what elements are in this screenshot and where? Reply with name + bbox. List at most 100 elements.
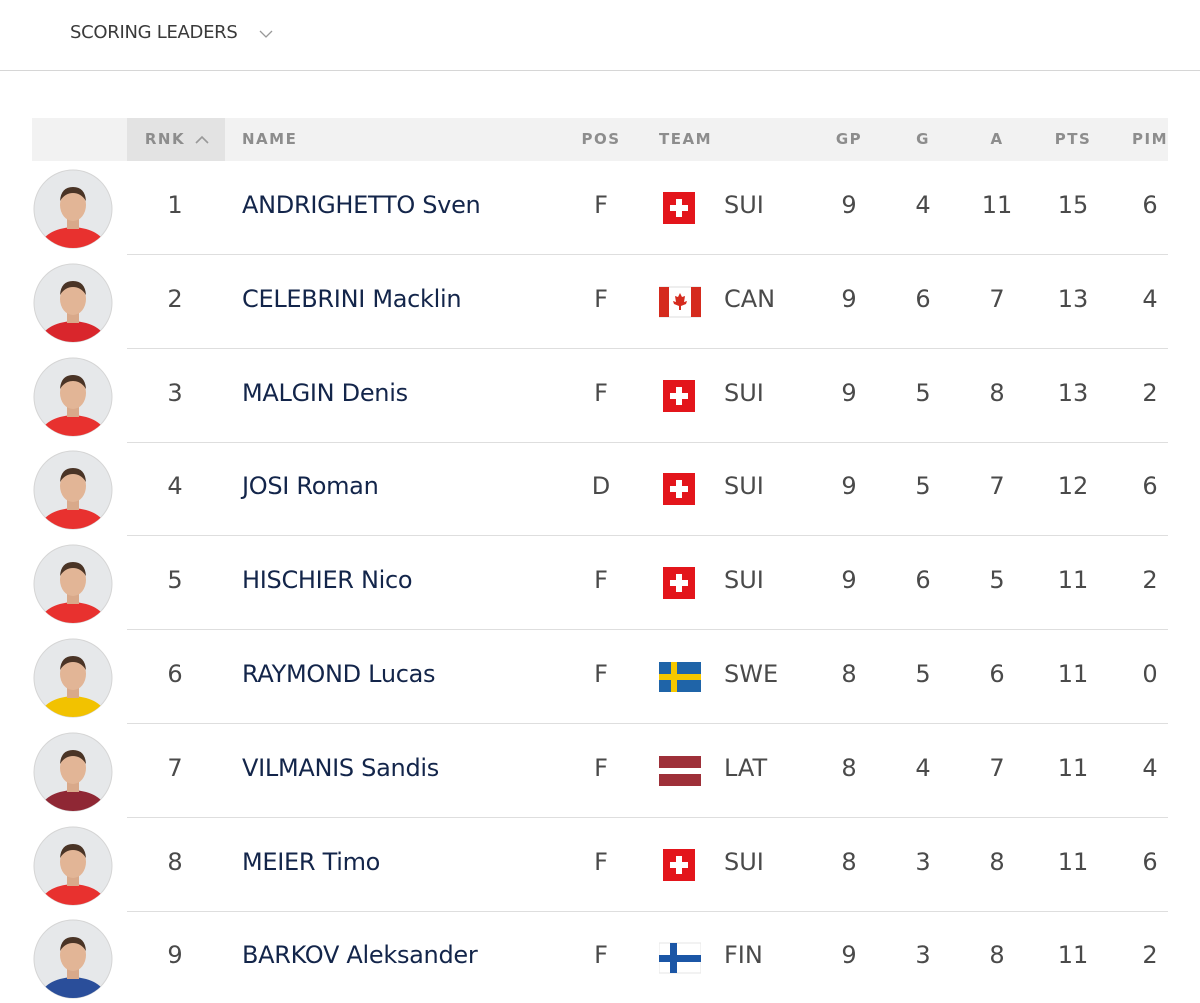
pim-cell: 2 bbox=[1142, 566, 1158, 595]
section-title[interactable]: SCORING LEADERS bbox=[70, 22, 238, 43]
table-row: 9 BARKOV Aleksander F FIN 9 3 8 11 2 bbox=[32, 911, 1168, 1003]
pos-cell: F bbox=[594, 378, 608, 407]
column-header[interactable]: NAME bbox=[242, 130, 298, 148]
pos-cell: F bbox=[594, 660, 608, 688]
gp-cell: 8 bbox=[841, 660, 857, 688]
team-flag bbox=[663, 848, 695, 881]
team-cell[interactable]: SUI bbox=[724, 847, 764, 876]
player-name[interactable]: ANDRIGHETTO Sven bbox=[242, 191, 481, 219]
table-row: 8 MEIER Timo F SUI 8 3 8 11 6 bbox=[32, 818, 1168, 912]
top-bar: SCORING LEADERS bbox=[0, 0, 1200, 71]
rank-cell: 2 bbox=[167, 284, 183, 313]
row-separator bbox=[127, 535, 1168, 537]
a-cell: 8 bbox=[989, 941, 1005, 970]
rank-cell: 5 bbox=[167, 566, 183, 595]
pts-cell: 13 bbox=[1057, 378, 1089, 407]
rank-cell: 6 bbox=[167, 660, 183, 688]
team-cell[interactable]: SUI bbox=[724, 472, 764, 501]
pos-cell: F bbox=[594, 566, 608, 595]
table-row: 7 VILMANIS Sandis F LAT 8 4 7 11 4 bbox=[32, 724, 1168, 818]
player-photo bbox=[33, 263, 113, 343]
pim-cell: 4 bbox=[1142, 284, 1158, 313]
table-header: RNK NAME POS TEAM GP G A PTS PIM bbox=[32, 118, 1168, 161]
column-header[interactable]: G bbox=[916, 130, 930, 148]
a-cell: 11 bbox=[981, 191, 1013, 219]
a-cell: 8 bbox=[989, 378, 1005, 407]
rank-cell: 9 bbox=[167, 941, 183, 970]
a-cell: 7 bbox=[989, 284, 1005, 313]
team-cell[interactable]: SWE bbox=[724, 660, 779, 688]
g-cell: 6 bbox=[915, 284, 931, 313]
gp-cell: 9 bbox=[841, 472, 857, 501]
g-cell: 3 bbox=[915, 847, 931, 876]
player-name[interactable]: MALGIN Denis bbox=[242, 378, 408, 407]
row-separator bbox=[127, 629, 1168, 631]
column-header[interactable]: TEAM bbox=[659, 130, 713, 148]
player-photo bbox=[33, 450, 113, 530]
rank-cell: 7 bbox=[167, 753, 183, 782]
g-cell: 4 bbox=[915, 753, 931, 782]
gp-cell: 9 bbox=[841, 941, 857, 970]
pim-cell: 2 bbox=[1142, 378, 1158, 407]
sort-icon[interactable] bbox=[193, 133, 213, 145]
pts-cell: 13 bbox=[1057, 284, 1089, 313]
a-cell: 7 bbox=[989, 753, 1005, 782]
team-flag bbox=[659, 286, 701, 318]
pim-cell: 2 bbox=[1142, 941, 1158, 970]
player-photo bbox=[33, 544, 113, 624]
column-header[interactable]: POS bbox=[581, 130, 621, 148]
sorted-column-bg bbox=[127, 118, 225, 161]
pts-cell: 11 bbox=[1057, 941, 1089, 970]
pim-cell: 0 bbox=[1142, 660, 1158, 688]
player-name[interactable]: BARKOV Aleksander bbox=[242, 941, 478, 970]
player-name[interactable]: JOSI Roman bbox=[242, 472, 379, 501]
player-name[interactable]: RAYMOND Lucas bbox=[242, 660, 436, 688]
pos-cell: F bbox=[594, 847, 608, 876]
table-row: 6 RAYMOND Lucas F SWE 8 5 6 11 0 bbox=[32, 630, 1168, 724]
player-name[interactable]: HISCHIER Nico bbox=[242, 566, 413, 595]
team-cell[interactable]: FIN bbox=[724, 941, 763, 970]
gp-cell: 9 bbox=[841, 566, 857, 595]
pos-cell: F bbox=[594, 941, 608, 970]
pts-cell: 15 bbox=[1057, 191, 1089, 219]
player-photo bbox=[33, 357, 113, 437]
table-row: 4 JOSI Roman D SUI 9 5 7 12 6 bbox=[32, 442, 1168, 537]
gp-cell: 8 bbox=[841, 753, 857, 782]
gp-cell: 9 bbox=[841, 191, 857, 219]
pos-cell: F bbox=[594, 191, 608, 219]
row-separator bbox=[127, 347, 1168, 349]
row-separator bbox=[127, 816, 1168, 818]
row-separator bbox=[127, 441, 1168, 443]
team-cell[interactable]: SUI bbox=[724, 191, 764, 219]
table-row: 2 CELEBRINI Macklin F CAN 9 6 7 13 4 bbox=[32, 255, 1168, 349]
dropdown-chevron[interactable] bbox=[258, 28, 274, 40]
player-photo bbox=[33, 732, 113, 812]
column-header[interactable]: PTS bbox=[1054, 130, 1092, 148]
pts-cell: 11 bbox=[1057, 660, 1089, 688]
team-cell[interactable]: LAT bbox=[724, 753, 768, 782]
column-header[interactable]: A bbox=[990, 130, 1004, 148]
gp-cell: 8 bbox=[841, 847, 857, 876]
table-row: 1 ANDRIGHETTO Sven F SUI 9 4 11 15 6 bbox=[32, 161, 1168, 255]
rank-cell: 4 bbox=[167, 472, 183, 501]
a-cell: 8 bbox=[989, 847, 1005, 876]
column-header[interactable]: GP bbox=[835, 130, 863, 148]
team-cell[interactable]: SUI bbox=[724, 378, 764, 407]
g-cell: 5 bbox=[915, 472, 931, 501]
rank-cell: 1 bbox=[167, 191, 183, 219]
team-cell[interactable]: SUI bbox=[724, 566, 764, 595]
player-name[interactable]: VILMANIS Sandis bbox=[242, 753, 439, 782]
pim-cell: 6 bbox=[1142, 191, 1158, 219]
column-header[interactable]: PIM bbox=[1131, 130, 1168, 148]
column-header[interactable]: RNK bbox=[144, 130, 186, 148]
player-name[interactable]: CELEBRINI Macklin bbox=[242, 284, 462, 313]
team-cell[interactable]: CAN bbox=[724, 284, 776, 313]
team-flag bbox=[659, 755, 701, 786]
player-name[interactable]: MEIER Timo bbox=[242, 847, 381, 876]
leaders-table: RNK NAME POS TEAM GP G A PTS PIM 1 ANDRIGHETTO Sv… bbox=[32, 118, 1168, 1003]
player-photo bbox=[33, 169, 113, 249]
a-cell: 6 bbox=[989, 660, 1005, 688]
player-photo bbox=[33, 919, 113, 999]
table-row: 3 MALGIN Denis F SUI 9 5 8 13 2 bbox=[32, 349, 1168, 443]
pts-cell: 11 bbox=[1057, 753, 1089, 782]
